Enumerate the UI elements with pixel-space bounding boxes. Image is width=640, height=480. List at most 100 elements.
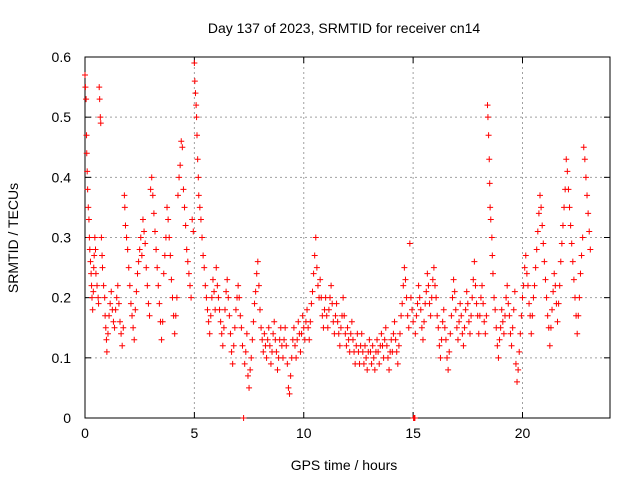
- data-point: [427, 312, 434, 319]
- data-point: [477, 294, 484, 301]
- data-point: [146, 312, 153, 319]
- data-point: [582, 174, 589, 181]
- data-point: [418, 324, 425, 331]
- data-point: [447, 330, 454, 337]
- data-point: [267, 360, 274, 367]
- data-point: [551, 270, 558, 277]
- data-point: [121, 192, 128, 199]
- data-point: [281, 336, 288, 343]
- data-point: [153, 246, 160, 253]
- data-point: [579, 234, 586, 241]
- data-point: [521, 264, 528, 271]
- data-point: [218, 330, 225, 337]
- data-point: [452, 306, 459, 313]
- data-point: [463, 288, 470, 295]
- data-point: [155, 282, 162, 289]
- data-point: [386, 366, 393, 373]
- data-point: [258, 324, 265, 331]
- data-point: [313, 264, 320, 271]
- data-point: [173, 294, 180, 301]
- data-point: [98, 234, 105, 241]
- data-point: [397, 330, 403, 337]
- data-point: [473, 300, 480, 307]
- data-point: [450, 276, 457, 283]
- data-point: [264, 336, 271, 343]
- data-point: [454, 336, 461, 343]
- data-point: [260, 348, 267, 355]
- data-point: [131, 336, 138, 343]
- data-point: [287, 372, 294, 379]
- data-point: [211, 288, 218, 295]
- data-point: [141, 228, 148, 235]
- data-point: [97, 114, 104, 121]
- data-point: [178, 138, 185, 145]
- data-point: [135, 258, 142, 265]
- data-point: [95, 294, 102, 301]
- data-point: [200, 252, 207, 259]
- data-point: [510, 306, 517, 313]
- data-point: [96, 96, 103, 103]
- data-point: [482, 330, 489, 337]
- data-point: [150, 210, 157, 217]
- data-point: [489, 270, 496, 277]
- data-point: [504, 282, 511, 289]
- data-point: [487, 216, 494, 223]
- data-point: [458, 312, 465, 319]
- data-point: [378, 330, 385, 337]
- data-point: [292, 342, 298, 349]
- data-point: [185, 270, 192, 277]
- data-point: [558, 240, 565, 247]
- data-point: [459, 330, 466, 337]
- data-point: [411, 415, 418, 421]
- data-point: [201, 264, 208, 271]
- data-point: [84, 168, 91, 175]
- data-point: [107, 300, 114, 307]
- data-point: [522, 252, 529, 259]
- data-point: [90, 264, 97, 271]
- data-point: [409, 306, 416, 313]
- data-point: [208, 294, 215, 301]
- data-point: [94, 282, 101, 289]
- data-point: [293, 354, 300, 361]
- data-point: [227, 330, 234, 337]
- data-point: [561, 204, 568, 211]
- data-point: [549, 306, 556, 313]
- data-point: [429, 276, 436, 283]
- data-point: [488, 234, 495, 241]
- data-point: [374, 336, 381, 343]
- data-point: [564, 168, 571, 175]
- data-point: [370, 354, 377, 361]
- data-point: [273, 348, 280, 355]
- data-point: [187, 282, 193, 289]
- data-point: [542, 276, 549, 283]
- data-point: [142, 240, 149, 247]
- data-point: [362, 342, 368, 349]
- data-point: [475, 330, 482, 337]
- data-point: [529, 312, 536, 319]
- data-point: [465, 318, 472, 325]
- data-point: [486, 156, 493, 163]
- data-point: [106, 312, 113, 319]
- data-point: [99, 252, 106, 259]
- data-point: [101, 294, 108, 301]
- data-point: [179, 144, 186, 151]
- data-point: [440, 306, 447, 313]
- data-point: [432, 282, 438, 289]
- data-point: [232, 306, 239, 313]
- data-point: [124, 246, 131, 253]
- data-point: [517, 330, 524, 337]
- data-point: [270, 330, 277, 337]
- data-point: [145, 300, 152, 307]
- data-point: [434, 312, 441, 319]
- data-point: [285, 384, 292, 391]
- data-point: [514, 378, 521, 385]
- data-point: [299, 312, 306, 319]
- data-point: [547, 324, 554, 331]
- data-point: [196, 204, 203, 211]
- data-point: [197, 216, 204, 223]
- data-point: [217, 318, 224, 325]
- data-point: [451, 288, 458, 295]
- data-point: [404, 312, 411, 319]
- data-point: [445, 366, 452, 373]
- data-point: [89, 306, 96, 313]
